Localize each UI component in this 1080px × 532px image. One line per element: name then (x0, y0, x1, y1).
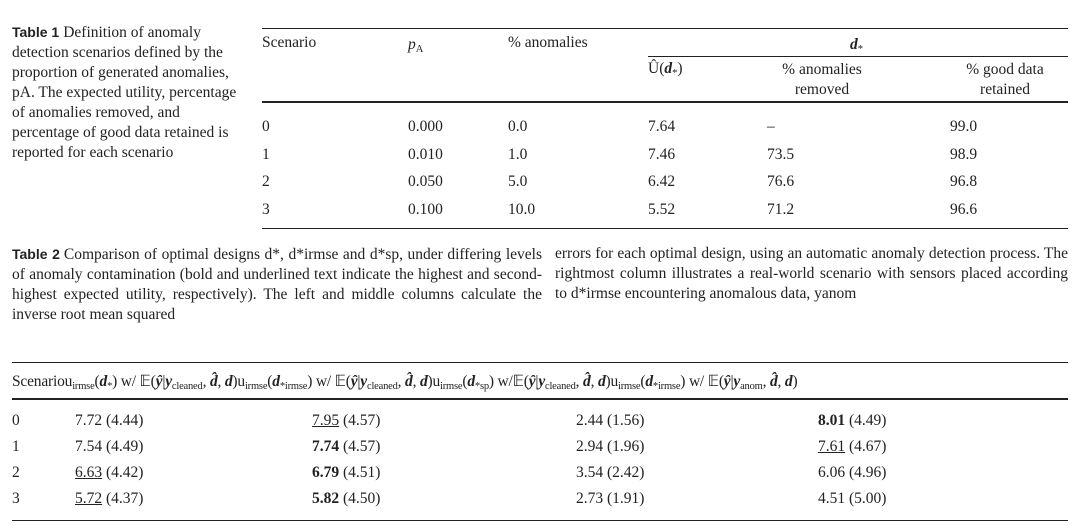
t1-cell: 0.010 (408, 145, 443, 163)
t2-cell-value: 2.73 (576, 490, 604, 507)
t2-cell-sd: (4.96) (849, 464, 887, 481)
t2-cell-value: 6.63 (75, 464, 103, 481)
t2-cell-sd: (4.44) (106, 412, 144, 429)
t1-cell: 10.0 (508, 201, 536, 219)
t2-cell: 7.72 (4.44) (75, 412, 143, 430)
t2-cell-value: 6.06 (818, 464, 846, 481)
t1-cell: 98.9 (950, 145, 978, 163)
t1-cell: 6.42 (648, 173, 676, 191)
t1-header-dstar: d* (850, 36, 863, 55)
t2-cell: 7.74 (4.57) (312, 438, 380, 456)
t2-cell-sd: (1.91) (607, 490, 645, 507)
t2-cell-sd: (1.56) (607, 412, 645, 429)
t2-cell-sd: (4.57) (343, 438, 381, 455)
t1-header-utility: Û(d*) (648, 60, 683, 79)
t2-cell-sd: (4.50) (343, 490, 381, 507)
t1-cell: 5.52 (648, 201, 676, 219)
t2-header-row: Scenariouirmse(d*) w/ 𝔼(ŷ|ycleaned, d̂, … (12, 373, 798, 392)
t2-header-col4: uirmse(d*irmse) w/ 𝔼(ŷ|yanom, d̂, d) (610, 373, 798, 392)
t2-cell-value: 3.54 (576, 464, 604, 481)
t2-cell-sd: (4.37) (106, 490, 144, 507)
t2-cell: 2.94 (1.96) (576, 438, 644, 456)
t2-cell-sd: (4.51) (343, 464, 381, 481)
t2-header-col3: uirmse(d*sp) w/𝔼(ŷ|ycleaned, d̂, d) (432, 373, 611, 392)
table1-caption: Table 1 Definition of anomaly detection s… (12, 22, 250, 163)
t1-cell: 0.050 (408, 173, 443, 191)
t1-header-scenario: Scenario (262, 34, 317, 51)
t2-cell-sd: (2.42) (607, 464, 645, 481)
t1-cell: 0.000 (408, 118, 443, 135)
t2-cell: 5.82 (4.50) (312, 490, 380, 508)
t1-header-anomalies: % anomalies (508, 34, 588, 51)
t1-cell: 73.5 (767, 145, 795, 163)
t2-scenario: 3 (12, 490, 20, 507)
t2-cell-value: 7.61 (818, 438, 846, 455)
t1-cell: 1.0 (508, 145, 528, 163)
t2-cell-value: 7.72 (75, 412, 103, 429)
t2-cell-value: 7.54 (75, 438, 103, 455)
t2-cell-sd: (4.57) (343, 412, 381, 429)
t1-cell: 5.0 (508, 173, 528, 191)
t2-header-col1: uirmse(d*) w/ 𝔼(ŷ|ycleaned, d̂, d) (64, 373, 238, 392)
t2-cell: 2.44 (1.56) (576, 412, 644, 430)
t2-cell-value: 7.74 (312, 438, 340, 455)
table2-caption-right: errors for each optimal design, using an… (555, 245, 1068, 302)
t2-cell-value: 2.44 (576, 412, 604, 429)
t1-cell: 1 (262, 145, 270, 163)
t2-header-col2: uirmse(d*irmse) w/ 𝔼(ŷ|ycleaned, d̂, d) (237, 373, 433, 392)
t2-cell-sd: (4.49) (849, 412, 887, 429)
t1-cell: 96.6 (950, 201, 978, 219)
t2-cell-sd: (5.00) (849, 490, 887, 507)
table1-label: Table 1 (12, 24, 60, 40)
t2-cell: 6.63 (4.42) (75, 464, 143, 482)
table2: Scenariouirmse(d*) w/ 𝔼(ŷ|ycleaned, d̂, … (12, 362, 1068, 522)
t2-cell-value: 6.79 (312, 464, 340, 481)
t2-scenario: 1 (12, 438, 20, 455)
t2-cell: 6.06 (4.96) (818, 464, 886, 482)
t2-cell-value: 5.72 (75, 490, 103, 507)
t1-header-pa: pA (408, 36, 424, 55)
t2-cell: 4.51 (5.00) (818, 490, 886, 508)
table1-caption-text: Definition of anomaly detection scenario… (12, 24, 237, 161)
t2-cell-sd: (1.96) (607, 438, 645, 455)
t1-cell: 71.2 (767, 201, 795, 219)
t2-cell: 2.73 (1.91) (576, 490, 644, 508)
t2-cell-value: 2.94 (576, 438, 604, 455)
t1-cell: 7.46 (648, 145, 676, 163)
t2-cell: 5.72 (4.37) (75, 490, 143, 508)
t1-cell: 0.0 (508, 118, 528, 135)
t2-cell-value: 7.95 (312, 412, 340, 429)
t2-cell: 7.95 (4.57) (312, 412, 380, 430)
t1-cell: 2 (262, 173, 270, 191)
t1-header-removed: % anomalies removed (782, 61, 862, 98)
t1-cell: 0 (262, 118, 270, 135)
t2-cell-value: 4.51 (818, 490, 846, 507)
t2-cell: 7.54 (4.49) (75, 438, 143, 456)
t2-scenario: 0 (12, 412, 20, 429)
t1-cell: 76.6 (767, 173, 795, 191)
table2-caption-left: Table 2 Comparison of optimal designs d*,… (12, 246, 542, 323)
t2-cell: 7.61 (4.67) (818, 438, 886, 456)
t1-cell: 3 (262, 201, 270, 219)
table2-label: Table 2 (12, 246, 60, 262)
t1-cell: – (767, 118, 775, 135)
t2-cell-value: 5.82 (312, 490, 340, 507)
t2-cell: 3.54 (2.42) (576, 464, 644, 482)
t1-header-good: % good data retained (966, 61, 1044, 98)
t1-cell: 99.0 (950, 118, 978, 135)
t2-cell-sd: (4.67) (849, 438, 887, 455)
t2-cell-sd: (4.42) (106, 464, 144, 481)
t2-cell: 6.79 (4.51) (312, 464, 380, 482)
t2-scenario: 2 (12, 464, 20, 481)
t2-cell-sd: (4.49) (106, 438, 144, 455)
t1-cell: 96.8 (950, 173, 978, 191)
t1-cell: 7.64 (648, 118, 676, 135)
t2-cell-value: 8.01 (818, 412, 846, 429)
t1-cell: 0.100 (408, 201, 443, 219)
t2-cell: 8.01 (4.49) (818, 412, 886, 430)
